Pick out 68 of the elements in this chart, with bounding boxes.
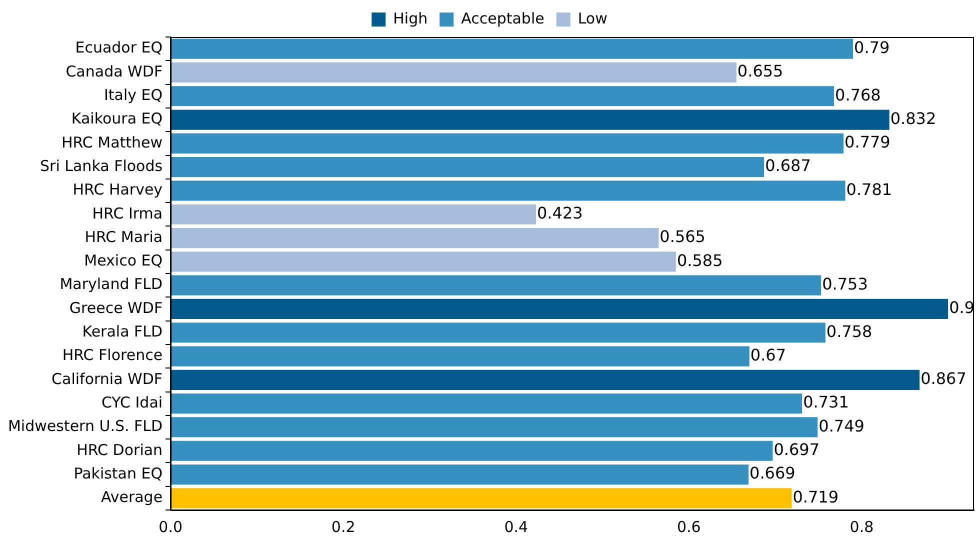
data-label: 0.423	[537, 204, 583, 223]
y-tick-label: California WDF	[52, 370, 163, 388]
data-label: 0.669	[750, 464, 796, 483]
x-tick-label: 0.2	[331, 518, 356, 536]
y-tick-label: Pakistan EQ	[74, 464, 163, 482]
y-tick-label: Midwestern U.S. FLD	[8, 417, 163, 436]
y-tick-label: Kerala FLD	[82, 322, 163, 341]
x-tick-label: 0.4	[504, 518, 528, 536]
bar	[170, 62, 736, 83]
y-tick-label: HRC Florence	[62, 346, 163, 364]
y-tick-label: HRC Dorian	[76, 440, 163, 459]
data-label: 0.768	[835, 85, 881, 104]
y-tick-label: Mexico EQ	[84, 252, 163, 270]
bar	[170, 322, 826, 343]
x-tick-label: 0.6	[676, 518, 701, 536]
data-label: 0.565	[660, 227, 706, 246]
bar	[170, 370, 920, 390]
bar	[170, 110, 890, 130]
x-tick-label: 0.0	[158, 518, 182, 536]
y-tick-label: HRC Matthew	[61, 133, 163, 152]
bar	[170, 157, 764, 178]
y-tick-label: Maryland FLD	[60, 275, 163, 294]
data-label: 0.781	[846, 180, 892, 199]
bar	[170, 38, 854, 59]
x-tick-label: 0.8	[850, 518, 874, 536]
bar	[170, 417, 818, 438]
data-label: 0.758	[826, 322, 872, 341]
data-label: 0.9	[949, 298, 975, 318]
data-label: 0.867	[920, 369, 966, 388]
legend-label: Acceptable	[461, 9, 544, 28]
y-tick-label: Canada WDF	[66, 62, 163, 80]
y-tick-label: Greece WDF	[69, 298, 163, 317]
data-label: 0.655	[737, 62, 784, 81]
bar	[170, 180, 846, 201]
y-tick-label: Sri Lanka Floods	[40, 156, 163, 175]
data-label: 0.687	[765, 156, 811, 176]
bar	[170, 488, 792, 508]
data-label: 0.779	[844, 132, 890, 152]
data-label: 0.731	[803, 392, 849, 412]
y-tick-label: CYC Idai	[101, 393, 163, 412]
bar	[170, 204, 536, 224]
bar	[170, 346, 750, 366]
y-tick-label: Ecuador EQ	[75, 38, 163, 57]
y-tick-label: Average	[100, 488, 163, 506]
bar	[170, 86, 834, 106]
bar	[170, 133, 844, 154]
bar	[170, 252, 676, 272]
legend-label: Low	[578, 9, 608, 28]
bar	[170, 394, 802, 414]
y-tick-label: Kaikoura EQ	[71, 110, 163, 128]
data-label: 0.67	[750, 345, 786, 364]
data-label: 0.753	[822, 274, 868, 294]
bar	[170, 298, 948, 320]
data-label: 0.585	[676, 250, 723, 270]
y-tick-label: HRC Maria	[84, 228, 163, 246]
bar	[170, 440, 773, 461]
data-label: 0.832	[890, 108, 936, 128]
bar	[170, 228, 659, 248]
data-label: 0.79	[854, 38, 890, 57]
bar	[170, 464, 749, 485]
data-label: 0.697	[774, 440, 820, 460]
y-tick-label: HRC Irma	[92, 204, 163, 222]
y-tick-label: HRC Harvey	[72, 180, 163, 199]
legend-label: High	[393, 9, 428, 28]
data-label: 0.719	[792, 487, 839, 506]
bar	[170, 275, 822, 296]
y-tick-label: Italy EQ	[104, 86, 163, 104]
data-label: 0.749	[818, 416, 864, 436]
